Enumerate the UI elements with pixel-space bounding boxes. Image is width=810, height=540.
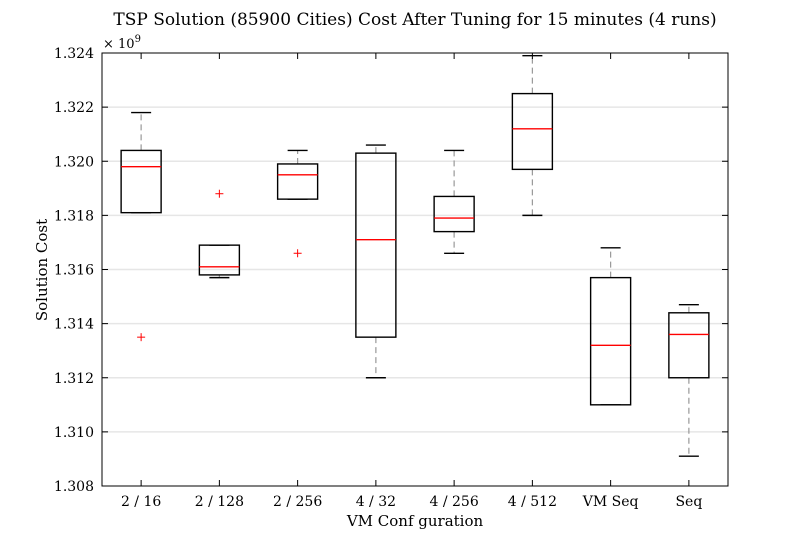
y-tick-label: 1.312	[54, 371, 94, 387]
y-tick-label: 1.322	[54, 100, 94, 116]
box-series	[120, 55, 710, 457]
y-tick-label: 1.314	[54, 317, 94, 333]
box-8	[668, 303, 710, 457]
box-5	[433, 149, 475, 254]
box-1	[120, 111, 162, 342]
y-tick-label: 1.308	[54, 479, 94, 495]
iqr-box	[589, 276, 632, 406]
iqr-box	[276, 163, 319, 200]
iqr-box	[668, 312, 710, 379]
y-tick-label: 1.320	[54, 154, 94, 170]
outlier-point	[293, 249, 302, 258]
iqr-box	[433, 195, 475, 233]
x-axis-label: VM Conf guration	[346, 512, 484, 530]
x-axis-ticks: 2 / 16 2 / 128 2 / 256 4 / 32 4 / 256 4 / 512…	[121, 53, 702, 510]
chart-title: TSP Solution (85900 Cities) Cost After T…	[113, 10, 716, 30]
box-7	[589, 247, 632, 406]
outlier-point	[215, 189, 224, 198]
x-tick-label: 2 / 16	[121, 494, 161, 510]
y-axis-label: Solution Cost	[33, 219, 51, 321]
y-axis-multiplier: × 109	[103, 34, 141, 52]
box-6	[511, 55, 554, 217]
x-tick-label: 4 / 32	[356, 494, 396, 510]
y-tick-label: 1.324	[54, 46, 94, 62]
x-tick-label: VM Seq	[582, 494, 639, 510]
y-tick-label: 1.316	[54, 263, 94, 279]
y-axis-ticks: 1.308 1.310 1.312 1.314 1.316 1.318 1.320 1.322…	[54, 46, 728, 495]
iqr-box	[355, 152, 397, 338]
iqr-box	[198, 244, 241, 276]
box-2	[198, 189, 241, 279]
y-tick-label: 1.318	[54, 208, 94, 224]
iqr-box	[120, 149, 162, 214]
outlier-point	[137, 333, 146, 342]
grid-lines	[102, 106, 728, 433]
iqr-box	[511, 92, 554, 171]
y-tick-label: 1.310	[54, 425, 94, 441]
x-tick-label: 2 / 128	[195, 494, 244, 510]
box-3	[276, 149, 319, 258]
x-tick-label: 4 / 512	[508, 494, 557, 510]
x-tick-label: Seq	[675, 494, 702, 510]
x-tick-label: 2 / 256	[273, 494, 322, 510]
x-tick-label: 4 / 256	[430, 494, 479, 510]
box-4	[355, 144, 397, 379]
